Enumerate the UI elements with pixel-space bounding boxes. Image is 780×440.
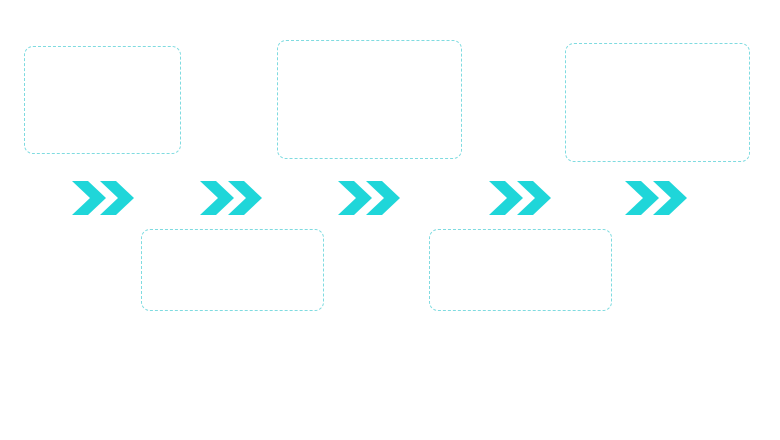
process-step-box-1	[24, 46, 181, 154]
double-chevron-right-icon	[338, 181, 400, 215]
process-step-box-4	[141, 229, 324, 311]
double-chevron-right-icon	[625, 181, 687, 215]
process-step-box-3	[565, 43, 750, 162]
process-step-box-5	[429, 229, 612, 311]
process-step-box-2	[277, 40, 462, 159]
double-chevron-right-icon	[489, 181, 551, 215]
double-chevron-right-icon	[200, 181, 262, 215]
double-chevron-right-icon	[72, 181, 134, 215]
